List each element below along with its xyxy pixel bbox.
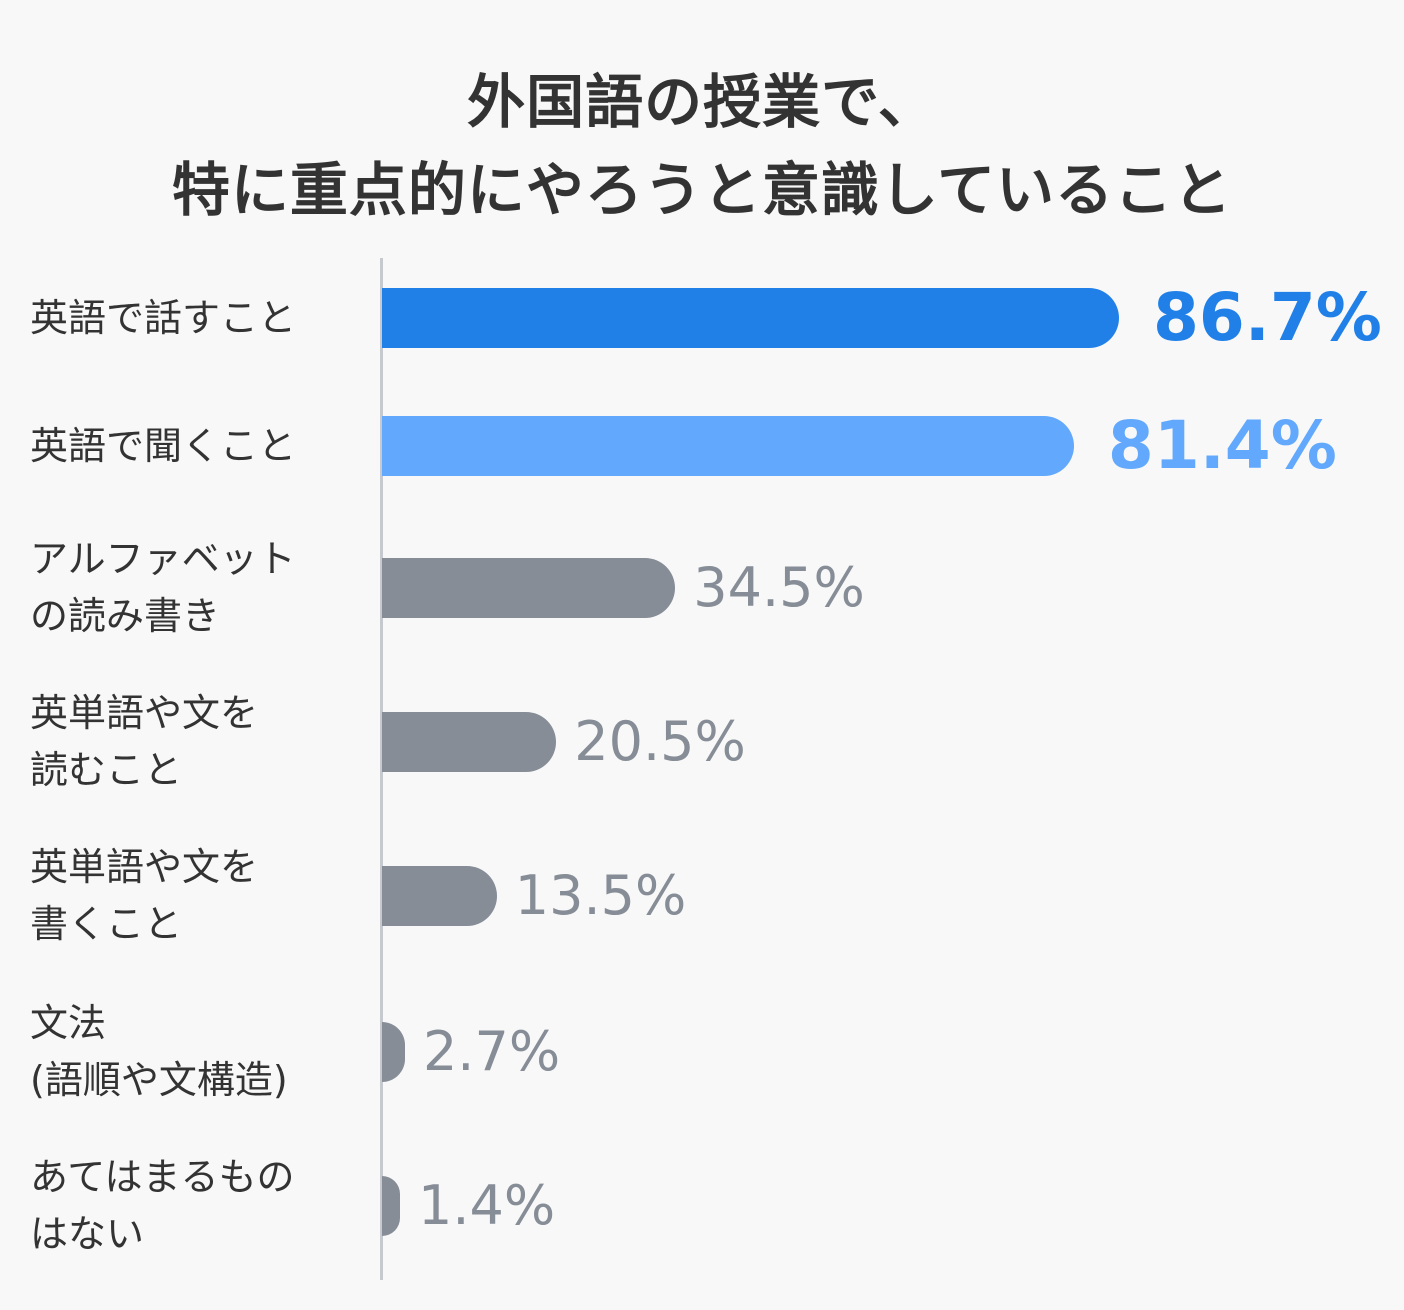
category-label-line: 英単語や文を [30,845,259,889]
category-label: 英単語や文を 読むこと [30,685,370,799]
value-label: 86.7% [1152,279,1382,356]
value-label: 1.4% [418,1174,556,1237]
bar [382,558,676,618]
value-label: 13.5% [514,864,687,927]
category-label: 英語で話すこと [30,290,370,347]
value-label: 34.5% [693,556,865,619]
value-label: 2.7% [422,1020,561,1083]
y-axis-line [380,258,383,1280]
category-label-line: 英語で話すこと [30,295,297,340]
category-label: あてはまるもの はない [30,1149,370,1263]
category-label-line: 英単語や文を [30,691,259,735]
category-label: 英単語や文を 書くこと [30,839,370,953]
category-label-line: はない [30,1212,145,1256]
category-label-line: 英語で聞くこと [30,423,297,468]
bar [382,1176,400,1236]
category-label-line: の読み書き [30,594,221,638]
bar [382,288,1119,348]
chart-title-line-1: 外国語の授業で、 [467,68,937,136]
bar [382,712,557,772]
category-label: アルファベット の読み書き [30,531,370,645]
category-label-line: 書くこと [30,902,183,946]
category-label-line: アルファベット [30,537,296,581]
category-label-line: あてはまるもの [30,1155,295,1199]
value-label: 81.4% [1107,407,1337,484]
category-label-line: (語順や文構造) [30,1058,288,1102]
category-label: 英語で聞くこと [30,418,370,475]
chart-title-line-2: 特に重点的にやろうと意識していること [171,156,1233,224]
category-label-line: 読むこと [30,748,183,792]
bar [382,866,497,926]
category-label: 文法 (語順や文構造) [30,995,370,1109]
category-label-line: 文法 [30,1001,107,1045]
value-label: 20.5% [574,710,746,773]
bar [382,416,1074,476]
bar [382,1022,405,1082]
chart-title: 外国語の授業で、 特に重点的にやろうと意識していること [0,58,1404,234]
